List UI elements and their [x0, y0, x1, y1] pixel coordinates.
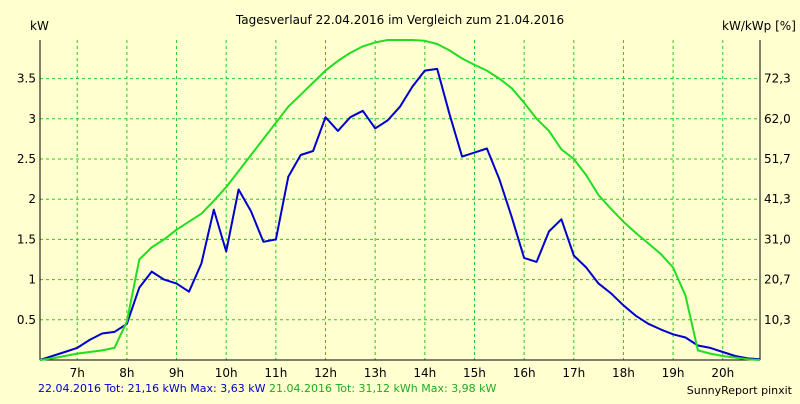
- axes: [39, 40, 761, 361]
- footer-series-21-04: 21.04.2016 Tot: 31,12 kWh Max: 3,98 kW: [268, 382, 497, 395]
- tick-labels: 7h 8h 9h 10h 11h 12h 13h 14h 15h 16h 17h 18h 19h 20h 0…: [17, 72, 791, 380]
- x-tick-label-16h: 16h: [513, 366, 536, 380]
- series-line-21-04-2016: [39, 39, 761, 361]
- y-tick-label-left-5: 3: [28, 112, 36, 126]
- x-tick-label-19h: 19h: [662, 366, 685, 380]
- x-tick-label-15h: 15h: [463, 366, 486, 380]
- x-tick-label-13h: 13h: [364, 366, 387, 380]
- y-tick-label-left-4: 2.5: [17, 152, 36, 166]
- y-tick-label-right-6: 72,3: [764, 72, 791, 86]
- y-tick-label-right-4: 51,7: [764, 152, 791, 166]
- x-tick-label-20h: 20h: [711, 366, 734, 380]
- y-tick-label-right-3: 41,3: [764, 192, 791, 206]
- x-tick-label-17h: 17h: [562, 366, 585, 380]
- y-tick-label-left-2: 1.5: [17, 232, 36, 246]
- y-tick-label-left-1: 1: [28, 273, 36, 287]
- footer-series-22-04: 22.04.2016 Tot: 21,16 kWh Max: 3,63 kW: [38, 382, 266, 395]
- chart-footer: 22.04.2016 Tot: 21,16 kWh Max: 3,63 kW 2…: [38, 382, 496, 395]
- x-tick-label-11h: 11h: [264, 366, 287, 380]
- x-tick-label-14h: 14h: [413, 366, 436, 380]
- y-tick-label-right-1: 20,7: [764, 273, 791, 287]
- x-tick-label-7h: 7h: [70, 366, 85, 380]
- y-axis-label-left: kW: [30, 19, 49, 33]
- x-tick-label-9h: 9h: [169, 366, 184, 380]
- y-tick-label-right-5: 62,0: [764, 112, 791, 126]
- series-lines: [39, 39, 761, 361]
- x-tick-label-10h: 10h: [215, 366, 238, 380]
- y-axis-label-right: kW/kWp [%]: [722, 19, 796, 33]
- x-tick-label-18h: 18h: [612, 366, 635, 380]
- x-tick-label-12h: 12h: [314, 366, 337, 380]
- x-tick-label-8h: 8h: [119, 366, 134, 380]
- y-tick-label-right-2: 31,0: [764, 232, 791, 246]
- brand-label: SunnyReport pinxit: [686, 384, 792, 397]
- grid-lines: [40, 40, 760, 360]
- chart-title: Tagesverlauf 22.04.2016 im Vergleich zum…: [235, 13, 564, 27]
- y-tick-label-left-3: 2: [28, 192, 36, 206]
- y-tick-label-right-0: 10,3: [764, 313, 791, 327]
- series-line-22-04-2016: [39, 67, 761, 361]
- y-tick-label-left-6: 3.5: [17, 72, 36, 86]
- y-tick-label-left-0: 0.5: [17, 313, 36, 327]
